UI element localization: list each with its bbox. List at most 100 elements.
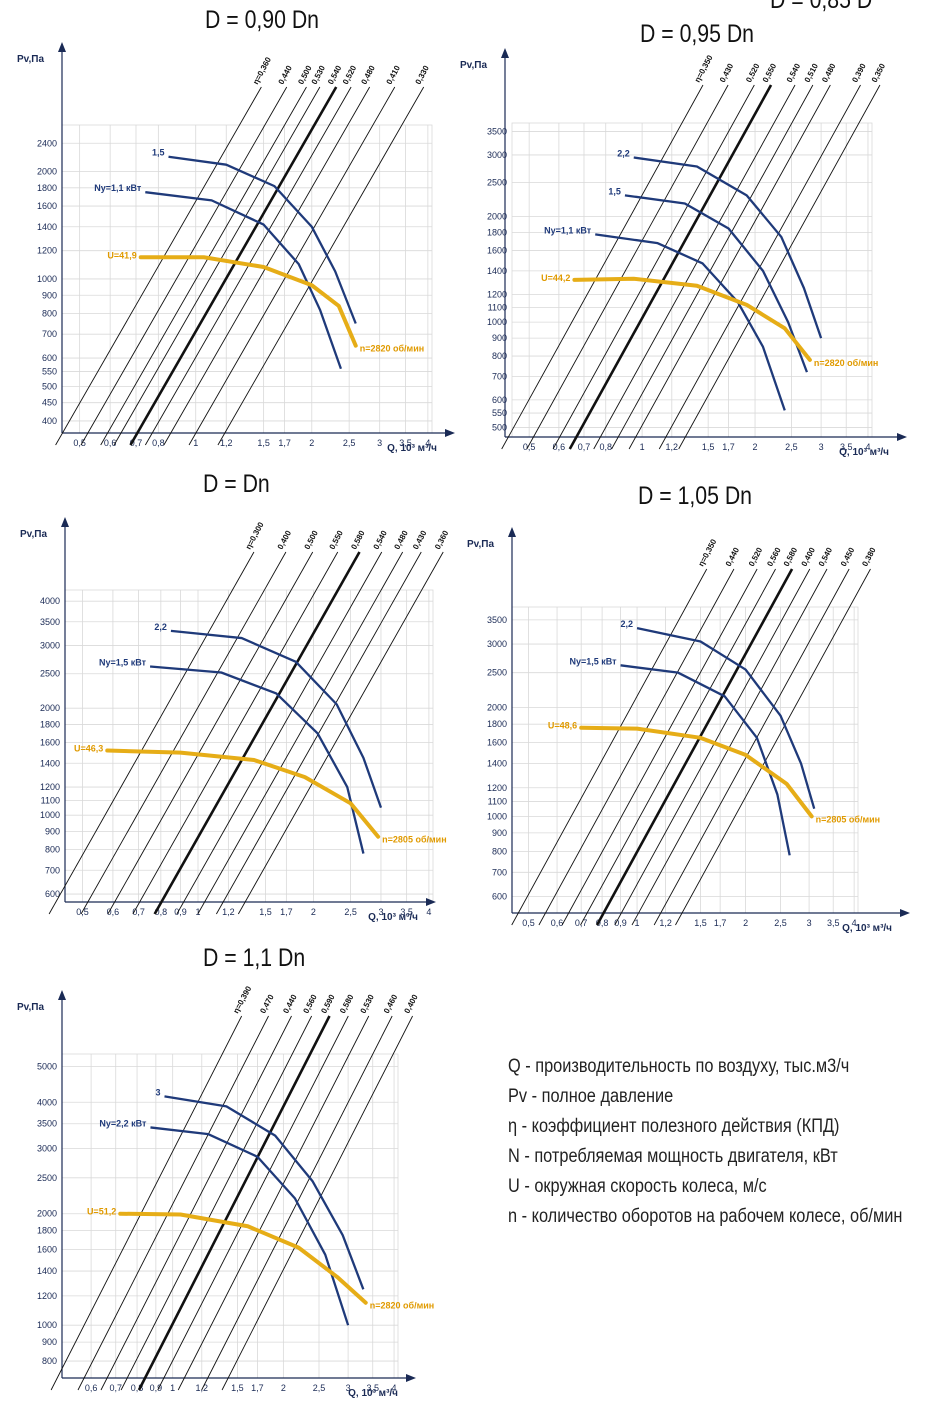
efficiency-line	[157, 1015, 349, 1391]
x-axis-arrow	[900, 909, 910, 917]
y-tick-label: 550	[42, 367, 57, 377]
efficiency-label: 0,590	[319, 993, 337, 1015]
x-tick-label: 0,8	[596, 918, 609, 928]
x-tick-label: 2	[311, 907, 316, 917]
efficiency-label: 0,440	[281, 993, 299, 1015]
y-tick-label: 3000	[487, 150, 507, 160]
x-tick-label: 1,5	[702, 442, 715, 452]
x-tick-label: 2,5	[344, 907, 357, 917]
y-tick-label: 700	[42, 329, 57, 339]
legend-n-rpm: n - количество оборотов на рабочем колес…	[508, 1206, 903, 1227]
x-tick-label: 1,2	[222, 907, 235, 917]
x-tick-label: 2,5	[774, 918, 787, 928]
y-tick-label: 1000	[487, 317, 507, 327]
efficiency-label: 0,550	[761, 62, 779, 84]
efficiency-line	[568, 84, 773, 450]
efficiency-line	[221, 1015, 413, 1391]
y-tick-label: 2500	[487, 178, 507, 188]
y-axis-arrow	[58, 990, 66, 1000]
efficiency-label: 0,510	[803, 62, 821, 84]
y-tick-label: 900	[492, 333, 507, 343]
x-tick-label: 0,6	[551, 918, 564, 928]
x-axis-arrow	[406, 1374, 416, 1382]
y-tick-label: 700	[492, 867, 507, 877]
y-axis-label: Pv,Па	[20, 529, 47, 540]
x-tick-label: 3,5	[366, 1383, 379, 1393]
efficiency-line	[595, 568, 794, 926]
y-tick-label: 800	[45, 845, 60, 855]
x-tick-label: 1,7	[251, 1383, 264, 1393]
y-tick-label: 1400	[487, 266, 507, 276]
efficiency-line	[177, 1015, 370, 1391]
power-curve-label: Ny=1,1 кВт	[94, 183, 142, 193]
efficiency-line	[129, 86, 338, 446]
y-tick-label: 800	[42, 309, 57, 319]
x-axis-label: Q, 10³ м³/ч	[368, 912, 418, 923]
efficiency-line	[113, 86, 321, 446]
x-tick-label: 0,9	[174, 907, 187, 917]
efficiency-label: 0,520	[747, 546, 765, 568]
efficiency-line	[176, 551, 383, 915]
x-axis-label: Q, 10³ м³/ч	[387, 443, 437, 454]
x-tick-label: 3,5	[827, 918, 840, 928]
y-axis-label: Pv,Па	[460, 60, 487, 71]
x-tick-label: 1,2	[659, 918, 672, 928]
y-tick-label: 400	[42, 416, 57, 426]
efficiency-line	[628, 84, 831, 450]
power-curve	[149, 665, 365, 854]
y-tick-label: 1000	[37, 274, 57, 284]
y-tick-label: 450	[42, 398, 57, 408]
y-tick-label: 2000	[40, 703, 60, 713]
efficiency-label: 0,400	[800, 546, 818, 568]
y-tick-label: 2000	[487, 703, 507, 713]
power-curve-label: Ny=1,1 кВт	[544, 225, 592, 235]
efficiency-label: 0,480	[359, 64, 377, 86]
efficiency-label: 0,530	[359, 993, 377, 1015]
y-tick-label: 2000	[37, 167, 57, 177]
y-tick-label: 1600	[487, 246, 507, 256]
efficiency-label: η=0,350	[693, 53, 715, 84]
efficiency-line	[107, 551, 314, 915]
legend-u: U - окружная скорость колеса, м/с	[508, 1176, 767, 1197]
efficiency-label: 0,390	[850, 62, 868, 84]
y-tick-label: 700	[45, 865, 60, 875]
x-tick-label: 0,7	[130, 438, 143, 448]
legend-pv: Pv - полное давление	[508, 1086, 674, 1107]
efficiency-line	[538, 568, 735, 926]
power-curve	[636, 627, 816, 810]
efficiency-label: 0,480	[392, 529, 410, 551]
efficiency-line	[100, 86, 307, 446]
legend: Q - производительность по воздуху, тыс.м…	[508, 1052, 938, 1232]
efficiency-label: η=0,300	[244, 520, 266, 551]
y-tick-label: 2000	[37, 1209, 57, 1219]
x-tick-label: 3	[378, 907, 383, 917]
y-tick-label: 3000	[487, 639, 507, 649]
efficiency-line	[163, 86, 371, 446]
efficiency-label: 0,560	[765, 546, 783, 568]
chart-5: 0,6 0,7 0,8 0,9 1 1,2 1,5 1,7 2 2,5 3 3,5 4 5000 4000 3…	[17, 984, 434, 1399]
power-curve	[633, 156, 823, 339]
y-tick-label: 1600	[37, 1245, 57, 1255]
efficiency-line	[153, 551, 361, 915]
efficiency-line	[511, 568, 708, 926]
efficiency-label: 0,380	[860, 546, 878, 568]
y-tick-label: 1800	[487, 228, 507, 238]
chart-title-5: D = 1,1 Dn	[203, 944, 306, 972]
x-tick-label: 0,5	[522, 918, 535, 928]
efficiency-label: η=0,390	[231, 984, 253, 1015]
rpm-label: n=2805 об/мин	[816, 814, 880, 824]
speed-curve	[579, 725, 814, 819]
power-curve	[624, 194, 809, 373]
chart-title-4: D = 1,05 Dn	[638, 482, 752, 510]
y-axis-arrow	[61, 517, 69, 527]
x-tick-label: 0,6	[85, 1383, 98, 1393]
y-tick-label: 800	[42, 1356, 57, 1366]
y-axis-arrow	[508, 527, 516, 537]
efficiency-label: 0,440	[277, 64, 295, 86]
y-tick-label: 900	[492, 828, 507, 838]
y-tick-label: 3000	[37, 1144, 57, 1154]
x-axis-label: Q, 10³ м³/ч	[348, 1388, 398, 1399]
y-tick-label: 1000	[40, 810, 60, 820]
efficiency-label: 0,400	[276, 529, 294, 551]
y-tick-label: 800	[492, 351, 507, 361]
